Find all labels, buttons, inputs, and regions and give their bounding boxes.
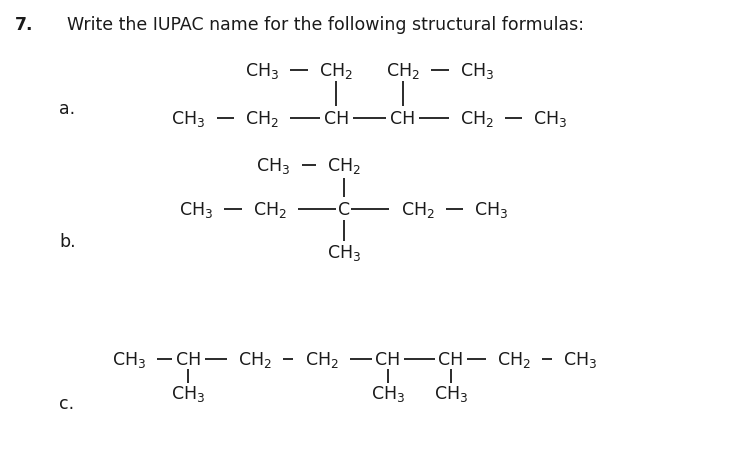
Text: 7.: 7. — [15, 16, 33, 34]
Text: CH: CH — [324, 109, 349, 127]
Text: c.: c. — [59, 394, 74, 412]
Text: CH: CH — [176, 350, 201, 369]
Text: CH$_2$: CH$_2$ — [253, 199, 287, 219]
Text: a.: a. — [59, 100, 75, 118]
Text: CH$_3$: CH$_3$ — [474, 199, 508, 219]
Text: CH$_3$: CH$_3$ — [563, 349, 597, 369]
Text: CH: CH — [375, 350, 401, 369]
Text: CH$_2$: CH$_2$ — [238, 349, 272, 369]
Text: b.: b. — [59, 232, 75, 250]
Text: CH$_3$: CH$_3$ — [327, 243, 361, 263]
Text: CH$_3$: CH$_3$ — [371, 384, 405, 404]
Text: CH$_2$: CH$_2$ — [497, 349, 531, 369]
Text: CH$_3$: CH$_3$ — [434, 384, 468, 404]
Text: C: C — [338, 200, 350, 218]
Text: CH$_3$: CH$_3$ — [460, 61, 494, 81]
Text: Write the IUPAC name for the following structural formulas:: Write the IUPAC name for the following s… — [67, 16, 584, 34]
Text: CH$_3$: CH$_3$ — [179, 199, 213, 219]
Text: CH$_2$: CH$_2$ — [386, 61, 420, 81]
Text: CH$_2$: CH$_2$ — [245, 108, 279, 128]
Text: CH$_3$: CH$_3$ — [112, 349, 146, 369]
Text: CH$_2$: CH$_2$ — [327, 156, 361, 176]
Text: CH$_3$: CH$_3$ — [534, 108, 568, 128]
Text: CH$_3$: CH$_3$ — [171, 384, 205, 404]
Text: CH$_3$: CH$_3$ — [171, 108, 205, 128]
Text: CH$_2$: CH$_2$ — [460, 108, 494, 128]
Text: CH$_2$: CH$_2$ — [304, 349, 338, 369]
Text: CH$_3$: CH$_3$ — [245, 61, 279, 81]
Text: CH$_2$: CH$_2$ — [401, 199, 435, 219]
Text: CH: CH — [390, 109, 415, 127]
Text: CH$_2$: CH$_2$ — [319, 61, 353, 81]
Text: CH: CH — [438, 350, 463, 369]
Text: CH$_3$: CH$_3$ — [256, 156, 290, 176]
